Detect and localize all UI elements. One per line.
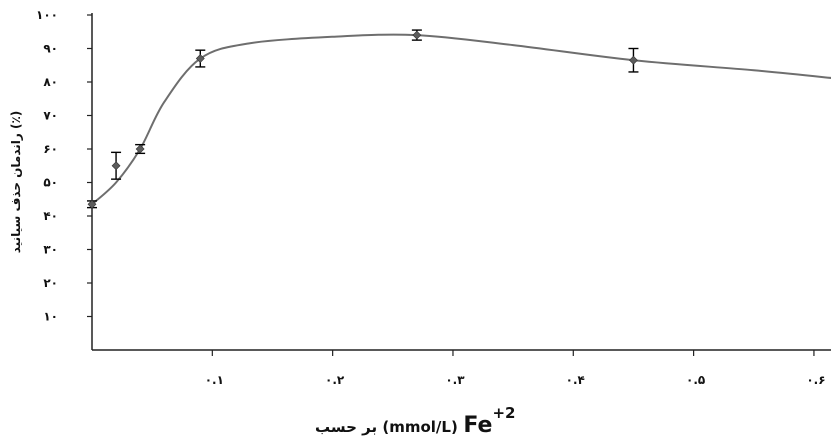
data-point (135, 144, 145, 154)
x-axis-title-units: بر حسب (mmol/L) (315, 418, 458, 436)
y-tick-label: ۷۰ (43, 109, 58, 123)
x-tick-label: ۰.۱ (205, 373, 224, 387)
x-tick-label: ۰.۲ (325, 373, 345, 387)
x-axis-title-element: Fe (463, 413, 492, 438)
data-point (629, 55, 638, 65)
data-point (87, 199, 97, 209)
y-tick-label: ۶۰ (43, 142, 58, 156)
data-point (111, 161, 121, 171)
y-tick-label: ۵۰ (43, 176, 58, 190)
y-tick-label: ۱۰ (43, 310, 58, 324)
x-axis-title: بر حسب (mmol/L) Fe+2 (315, 404, 515, 438)
data-point (412, 30, 422, 40)
x-tick-label: ۰.۳ (445, 373, 465, 387)
y-tick-label: ۳۰ (43, 243, 58, 257)
y-axis-title: راندمان حذف سیانید (٪) (9, 111, 23, 254)
y-tick-label: ۲۰ (43, 276, 58, 290)
x-axis-title-charge: +2 (492, 404, 515, 422)
y-tick-label: ۸۰ (43, 75, 58, 89)
y-tick-label: ۴۰ (43, 209, 58, 223)
y-tick-label: ۱۰۰ (36, 8, 58, 22)
x-tick-label: ۰.۶ (806, 373, 825, 387)
x-tick-label: ۰.۴ (566, 373, 585, 387)
x-tick-label: ۰.۵ (686, 373, 705, 387)
data-point (195, 54, 205, 63)
y-tick-label: ۹۰ (43, 42, 58, 56)
